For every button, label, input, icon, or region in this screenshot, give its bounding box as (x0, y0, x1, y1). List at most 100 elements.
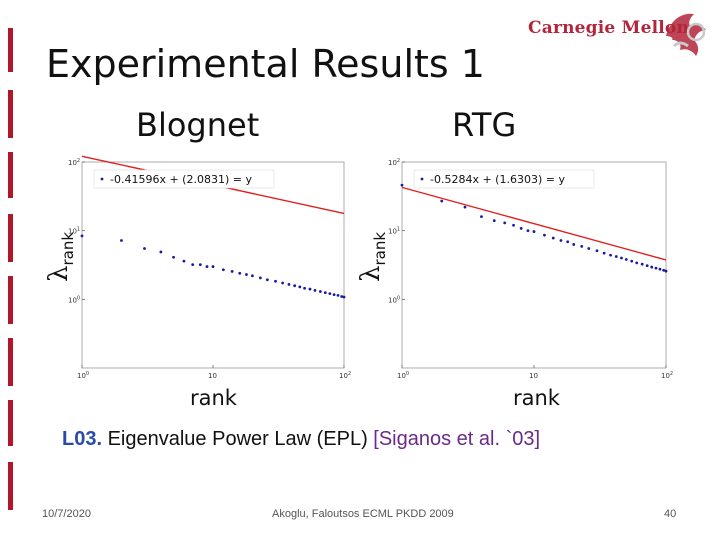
data-point (211, 265, 215, 268)
data-point (342, 295, 346, 299)
x-tick-label: 100 (77, 371, 89, 380)
legend-entry: -0.5284x + (1.6303) = y (430, 173, 565, 186)
y-tick-exponent: 1 (77, 227, 80, 233)
y-tick-exponent: 1 (397, 227, 400, 233)
data-point (323, 291, 327, 295)
data-point (274, 279, 277, 283)
data-point (463, 205, 467, 209)
data-point (624, 258, 628, 261)
plot-area (401, 161, 667, 369)
data-point (620, 256, 623, 260)
data-point (298, 285, 302, 289)
chart-title-rtg: RTG (452, 106, 517, 144)
data-point (182, 259, 186, 263)
y-tick-label: 102 (388, 158, 400, 167)
y-tick-label: 101 (388, 227, 400, 236)
data-point (614, 255, 618, 258)
data-point (245, 273, 248, 276)
legend-box (413, 169, 595, 189)
legend: -0.41596x + (2.0831) = y (93, 169, 275, 189)
x-tick-label: 100 (397, 371, 409, 380)
x-tick-exponent: 0 (406, 371, 409, 377)
data-point (566, 240, 570, 244)
data-point (265, 278, 269, 282)
legend-marker (420, 177, 424, 181)
plot-area (81, 161, 345, 369)
x-tick-label: 10 (529, 372, 538, 380)
footer-page-number: 40 (664, 508, 677, 520)
data-point (609, 253, 612, 257)
data-point (645, 264, 649, 267)
x-tick-exponent: 2 (348, 371, 351, 377)
data-point (440, 199, 444, 203)
data-point (332, 293, 336, 297)
data-point (658, 267, 662, 271)
data-point (630, 259, 634, 263)
data-point (313, 288, 317, 292)
fit-line (401, 186, 667, 261)
legend-entry: -0.41596x + (2.0831) = y (110, 173, 252, 186)
data-point (191, 263, 195, 267)
data-point (303, 286, 306, 290)
x-tick-label: 102 (339, 371, 351, 380)
y-tick-label: 100 (68, 295, 80, 304)
legend: -0.5284x + (1.6303) = y (413, 169, 595, 189)
data-point (654, 266, 658, 270)
x-tick-exponent: 2 (670, 371, 673, 377)
slide-title: Experimental Results 1 (46, 42, 485, 86)
data-point (519, 226, 523, 230)
data-point (293, 284, 297, 288)
university-logo: Carnegie Mellon (520, 6, 710, 58)
caption-text: Eigenvalue Power Law (EPL) (102, 428, 374, 450)
x-axis-label-rtg: rank (513, 386, 560, 410)
y-tick-label: 102 (68, 158, 80, 167)
y-tick-exponent: 0 (77, 295, 80, 301)
data-point (543, 233, 546, 237)
data-point (221, 268, 225, 272)
data-point (664, 269, 668, 273)
chart-title-blognet: Blognet (136, 106, 260, 144)
legend-marker (100, 177, 104, 181)
caption-label: L03. (62, 428, 103, 450)
x-axis-label-blognet: rank (190, 386, 237, 410)
logo-text: Carnegie Mellon (528, 18, 690, 38)
data-point (80, 234, 84, 238)
data-point (526, 229, 530, 233)
data-point (635, 261, 639, 265)
data-point (172, 255, 175, 259)
data-point (503, 221, 507, 225)
data-point (559, 239, 563, 242)
data-point (602, 251, 606, 255)
data-point (230, 270, 234, 273)
data-point (205, 265, 209, 268)
data-point (328, 292, 332, 296)
data-point (308, 287, 312, 291)
data-point (159, 250, 163, 254)
y-tick-exponent: 0 (397, 295, 400, 301)
data-point (281, 281, 285, 285)
data-point (480, 215, 483, 219)
data-point (238, 271, 242, 275)
y-tick-exponent: 2 (77, 158, 80, 164)
footer-authors: Akoglu, Faloutsos ECML PKDD 2009 (272, 508, 454, 520)
data-point (580, 245, 584, 248)
y-tick-label: 100 (388, 295, 400, 304)
cmu-scs-dragon-icon (666, 13, 706, 57)
slide-caption: L03. Eigenvalue Power Law (EPL) [Siganos… (62, 428, 540, 451)
data-point (640, 262, 644, 266)
footer-date: 10/7/2020 (42, 508, 91, 520)
data-point (587, 247, 591, 250)
data-point (650, 265, 654, 269)
data-point (143, 247, 146, 250)
legend-box (93, 169, 275, 189)
data-point (251, 274, 254, 278)
data-point (400, 183, 404, 187)
data-point (551, 236, 555, 240)
x-tick-exponent: 0 (86, 371, 89, 377)
data-point (258, 276, 262, 280)
data-point (532, 230, 536, 233)
data-point (336, 294, 340, 297)
data-point (287, 282, 291, 286)
